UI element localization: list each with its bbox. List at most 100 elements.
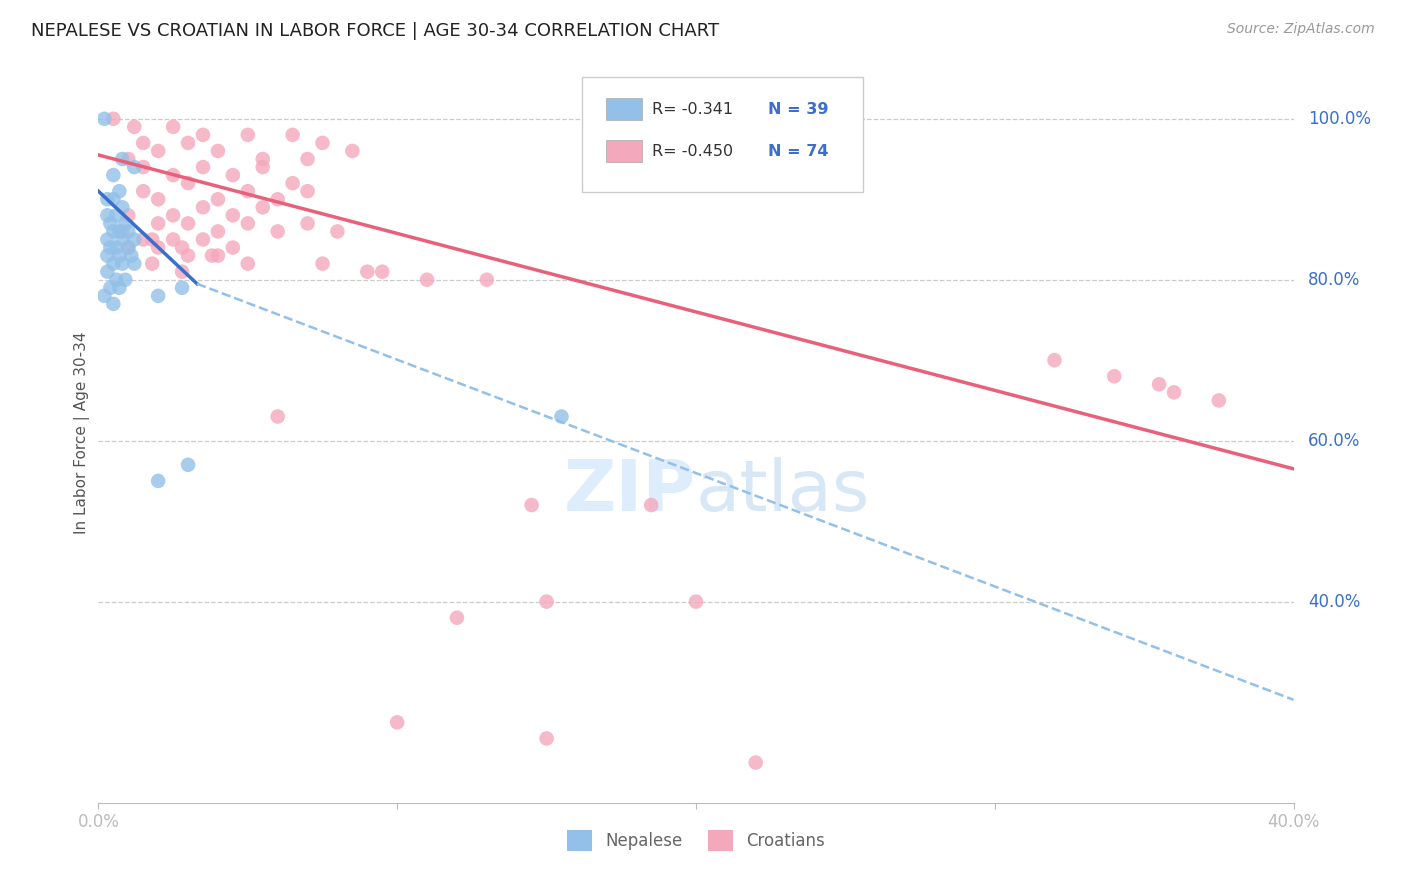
Point bbox=[111, 224, 134, 238]
Point bbox=[281, 128, 304, 142]
Point bbox=[120, 249, 142, 263]
Point bbox=[117, 224, 139, 238]
Point bbox=[108, 281, 131, 295]
Point bbox=[191, 232, 214, 246]
Point bbox=[252, 152, 274, 166]
Text: NEPALESE VS CROATIAN IN LABOR FORCE | AGE 30-34 CORRELATION CHART: NEPALESE VS CROATIAN IN LABOR FORCE | AG… bbox=[31, 22, 718, 40]
Point bbox=[98, 240, 122, 254]
Point bbox=[536, 594, 558, 608]
Point bbox=[236, 257, 259, 271]
Point bbox=[281, 176, 304, 190]
Point bbox=[162, 232, 184, 246]
Point bbox=[117, 152, 139, 166]
Point bbox=[207, 144, 229, 158]
Point bbox=[475, 273, 498, 287]
Point bbox=[111, 200, 134, 214]
Point bbox=[177, 249, 200, 263]
Point bbox=[105, 240, 128, 254]
Point bbox=[342, 144, 364, 158]
Point bbox=[222, 240, 245, 254]
Legend: Nepalese, Croatians: Nepalese, Croatians bbox=[561, 823, 831, 857]
Point bbox=[124, 160, 146, 174]
Point bbox=[148, 216, 170, 230]
Point bbox=[162, 208, 184, 222]
Point bbox=[311, 257, 333, 271]
Point bbox=[124, 232, 146, 246]
Point bbox=[96, 192, 118, 206]
Point bbox=[148, 474, 170, 488]
Point bbox=[96, 265, 118, 279]
Point bbox=[371, 265, 394, 279]
Point bbox=[1147, 377, 1170, 392]
Point bbox=[1208, 393, 1230, 408]
Point bbox=[141, 257, 163, 271]
Point bbox=[93, 112, 115, 126]
Point bbox=[252, 160, 274, 174]
Text: 80.0%: 80.0% bbox=[1308, 270, 1360, 289]
Point bbox=[105, 273, 128, 287]
Point bbox=[117, 240, 139, 254]
Point bbox=[132, 136, 155, 150]
Point bbox=[326, 224, 349, 238]
Text: N = 39: N = 39 bbox=[768, 102, 828, 117]
Point bbox=[103, 112, 125, 126]
Point bbox=[236, 184, 259, 198]
Point bbox=[177, 216, 200, 230]
Text: R= -0.450: R= -0.450 bbox=[652, 144, 733, 159]
Text: R= -0.341: R= -0.341 bbox=[652, 102, 733, 117]
Point bbox=[114, 273, 136, 287]
Point bbox=[297, 184, 319, 198]
Point bbox=[148, 240, 170, 254]
Point bbox=[98, 281, 122, 295]
Point bbox=[162, 120, 184, 134]
Point bbox=[267, 409, 290, 424]
Point bbox=[103, 257, 125, 271]
Point bbox=[148, 289, 170, 303]
Point bbox=[222, 168, 245, 182]
Point bbox=[416, 273, 439, 287]
FancyBboxPatch shape bbox=[582, 78, 863, 192]
Point bbox=[132, 160, 155, 174]
Point bbox=[201, 249, 224, 263]
Point bbox=[93, 289, 115, 303]
Point bbox=[745, 756, 768, 770]
Point bbox=[252, 200, 274, 214]
Point bbox=[108, 184, 131, 198]
Point bbox=[236, 216, 259, 230]
Point bbox=[177, 176, 200, 190]
Bar bbox=[606, 140, 643, 162]
Point bbox=[207, 192, 229, 206]
Point bbox=[108, 249, 131, 263]
Text: atlas: atlas bbox=[696, 458, 870, 526]
Point bbox=[356, 265, 378, 279]
Point bbox=[117, 208, 139, 222]
Point bbox=[191, 128, 214, 142]
Text: ZIP: ZIP bbox=[564, 458, 696, 526]
Text: 60.0%: 60.0% bbox=[1308, 432, 1360, 450]
Point bbox=[267, 224, 290, 238]
Point bbox=[385, 715, 409, 730]
Text: 40.0%: 40.0% bbox=[1308, 592, 1360, 611]
Point bbox=[98, 216, 122, 230]
Text: N = 74: N = 74 bbox=[768, 144, 828, 159]
Bar bbox=[606, 98, 643, 120]
Point bbox=[297, 216, 319, 230]
Point bbox=[446, 610, 468, 624]
Point bbox=[191, 200, 214, 214]
Point bbox=[172, 240, 194, 254]
Point bbox=[141, 232, 163, 246]
Point bbox=[311, 136, 333, 150]
Point bbox=[148, 144, 170, 158]
Point bbox=[207, 249, 229, 263]
Point bbox=[103, 168, 125, 182]
Point bbox=[124, 120, 146, 134]
Y-axis label: In Labor Force | Age 30-34: In Labor Force | Age 30-34 bbox=[75, 331, 90, 534]
Point bbox=[640, 498, 662, 512]
Point bbox=[520, 498, 543, 512]
Text: Source: ZipAtlas.com: Source: ZipAtlas.com bbox=[1227, 22, 1375, 37]
Point bbox=[96, 232, 118, 246]
Point bbox=[96, 249, 118, 263]
Point bbox=[685, 594, 707, 608]
Point bbox=[297, 152, 319, 166]
Point bbox=[96, 208, 118, 222]
